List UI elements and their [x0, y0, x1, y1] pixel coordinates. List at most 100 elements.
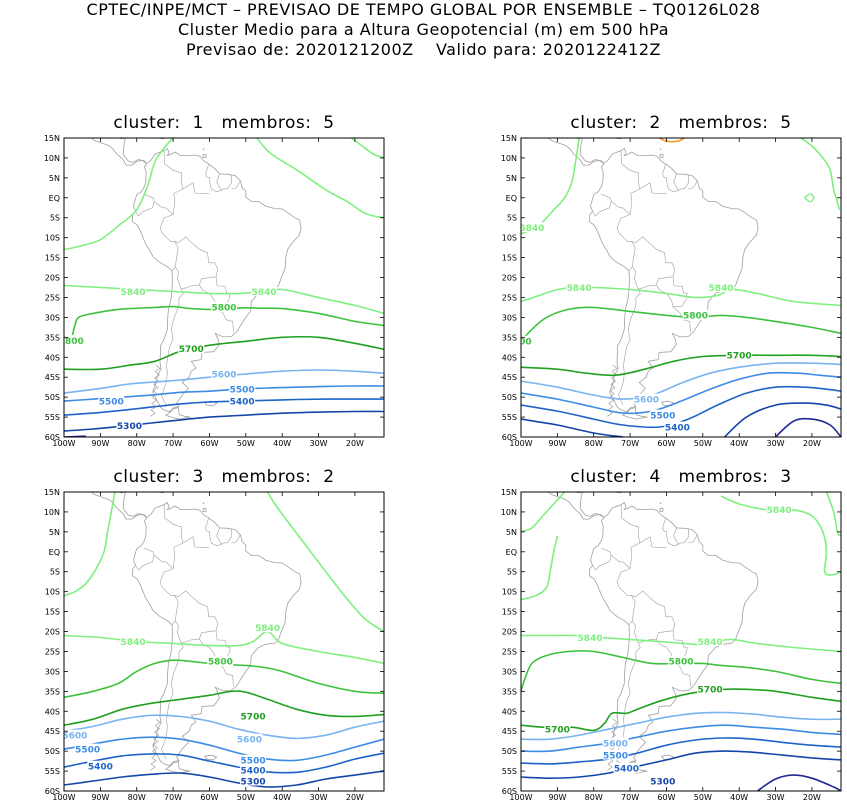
contour-label-background	[74, 743, 101, 754]
tierra-del-fuego-coastline	[621, 406, 648, 420]
lat-label: 10S	[45, 588, 60, 597]
lat-label: 5S	[507, 214, 517, 223]
contour-line-5840	[64, 138, 174, 251]
lat-label: 5S	[50, 568, 60, 577]
country-border	[592, 193, 612, 217]
lon-label: 80W	[585, 439, 603, 448]
contour-label-background	[682, 309, 709, 320]
lon-label: 50W	[237, 793, 255, 802]
contour-line-5700	[521, 354, 841, 377]
country-border	[174, 590, 219, 644]
country-border	[154, 201, 179, 271]
country-border	[205, 517, 223, 547]
contour-label-background	[664, 421, 691, 432]
lat-label: 45S	[502, 727, 517, 736]
lat-label: 25S	[502, 293, 517, 302]
lat-label: 20S	[502, 274, 517, 283]
lon-label: 70W	[164, 439, 182, 448]
lat-label: EQ	[506, 194, 517, 203]
contour-label-background	[649, 775, 676, 786]
lat-label: 25S	[45, 647, 60, 656]
caribbean-coastline	[659, 148, 662, 151]
contour-label: 5840	[698, 638, 723, 648]
lon-label: 90W	[548, 439, 566, 448]
contour-line-5840	[521, 634, 841, 653]
country-border	[618, 288, 641, 406]
lon-label: 90W	[91, 793, 109, 802]
contour-line-5840	[256, 138, 384, 219]
lon-label: 60W	[657, 793, 675, 802]
contour-label-background	[98, 395, 125, 406]
contour-label: 5500	[75, 745, 100, 755]
coastline-group	[91, 138, 302, 420]
lat-label: 35S	[45, 333, 60, 342]
lat-label: 55S	[502, 413, 517, 422]
contour-label-background	[229, 395, 256, 406]
lon-label: 80W	[128, 793, 146, 802]
lat-label: EQ	[49, 194, 60, 203]
contour-line-5300	[521, 418, 623, 437]
lat-label: 50S	[45, 393, 60, 402]
contour-label-background	[613, 762, 640, 773]
central-america-coastline	[579, 138, 604, 164]
lat-label: 10S	[502, 588, 517, 597]
lat-label: 15N	[44, 488, 60, 497]
lon-label: 100W	[509, 439, 532, 448]
panel-title-cluster-2: cluster: 2 membros: 5	[570, 113, 792, 133]
map-frame	[63, 137, 385, 438]
contour-label: 5800	[683, 312, 708, 322]
lon-label: 30W	[309, 439, 327, 448]
lat-label: 20S	[502, 628, 517, 637]
contour-label: 5400	[88, 763, 113, 773]
lat-label: 15N	[44, 134, 60, 143]
contour-line-5300	[521, 750, 841, 779]
lat-label: 10N	[44, 154, 60, 163]
contour-label-background	[521, 335, 533, 346]
country-border	[154, 555, 179, 625]
map-frame	[520, 491, 842, 792]
country-border	[216, 173, 232, 190]
country-border	[135, 547, 155, 571]
lat-label: 5N	[49, 174, 60, 183]
contour-label-group: 5840 5840 5840 5800 5800 5700 5600 5500 5400	[521, 222, 753, 433]
contour-line-5500	[521, 371, 841, 415]
contour-label: 5840	[251, 288, 276, 298]
contour-line-5800	[521, 650, 841, 692]
contour-label-background	[633, 393, 660, 404]
country-border	[231, 180, 241, 190]
lat-label: 20S	[45, 628, 60, 637]
south-america-coastline	[588, 147, 759, 413]
contour-label-background	[544, 723, 571, 734]
lat-label: 40S	[502, 707, 517, 716]
lon-label: 60W	[657, 439, 675, 448]
map-panel-cluster-1: 5840 5840 5800 5800 5700 5600 5500 5500 5400 5300…	[44, 134, 385, 448]
lon-label: 80W	[585, 793, 603, 802]
contour-label: 5700	[545, 726, 570, 736]
contour-line-5840	[521, 286, 841, 307]
contour-label: 5500	[241, 757, 266, 767]
country-border	[611, 555, 636, 625]
contour-label: 5600	[211, 370, 236, 380]
contour-line-5400	[521, 737, 841, 765]
lat-label: EQ	[49, 548, 60, 557]
contour-label-background	[602, 749, 629, 760]
map-panel-cluster-2: 5840 5840 5840 5800 5800 5700 5600 5500 5400 15N 1…	[501, 134, 842, 448]
country-border	[611, 201, 636, 271]
lon-label: 80W	[128, 439, 146, 448]
lon-label: 50W	[694, 439, 712, 448]
contour-line-5700	[64, 690, 384, 726]
lat-label: 55S	[45, 413, 60, 422]
lat-label: 30S	[502, 667, 517, 676]
lat-label: 10N	[44, 508, 60, 517]
lon-label: 30W	[309, 793, 327, 802]
lon-label: 30W	[766, 793, 784, 802]
header-line-3: Previsao de: 2020121200Z Valido para: 20…	[186, 40, 661, 59]
lat-label: 10N	[501, 508, 517, 517]
contour-label: 5400	[241, 767, 266, 777]
lon-label: 40W	[273, 793, 291, 802]
lat-label: 60S	[502, 787, 517, 796]
contour-label-background	[697, 683, 724, 694]
lat-label: 55S	[502, 767, 517, 776]
country-border	[662, 163, 680, 193]
